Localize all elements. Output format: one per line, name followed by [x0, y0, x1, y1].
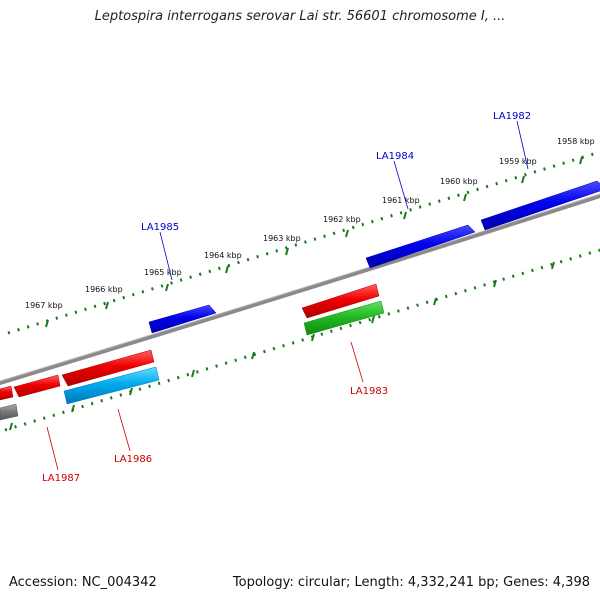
gene-label-la1986[interactable]: LA1986: [114, 454, 152, 465]
gene-la1985[interactable]: [148, 304, 217, 334]
map-title: Leptospira interrogans serovar Lai str. …: [94, 9, 506, 24]
gene-label-la1982[interactable]: LA1982: [493, 111, 531, 122]
gray-feature-left[interactable]: [0, 403, 19, 421]
kbp-label: 1964 kbp: [204, 251, 242, 260]
gene-la1983[interactable]: [301, 283, 380, 319]
kbp-labels: 1958 kbp 1959 kbp 1960 kbp 1961 kbp 1962…: [25, 137, 595, 310]
cds-feature-cyan[interactable]: [63, 366, 160, 405]
inner-tick-ring: [4, 248, 600, 432]
reverse-strand-genes: [0, 283, 380, 401]
other-features: [0, 300, 385, 421]
outer-tick-ring: [7, 150, 600, 335]
forward-strand-genes: [148, 180, 600, 334]
gene-la1982[interactable]: [480, 180, 600, 231]
gene-la1984[interactable]: [365, 224, 476, 269]
gene-label-la1983[interactable]: LA1983: [350, 386, 388, 397]
chromosome-backbone-highlight: [0, 193, 600, 382]
kbp-label: 1961 kbp: [382, 196, 420, 205]
gene-partial-left[interactable]: [0, 385, 14, 401]
chromosome-backbone: [0, 194, 600, 385]
topology-summary: Topology: circular; Length: 4,332,241 bp…: [232, 575, 590, 590]
kbp-label: 1959 kbp: [499, 157, 537, 166]
label-leaders: [46, 120, 529, 471]
kbp-label: 1963 kbp: [263, 234, 301, 243]
gene-la1986[interactable]: [61, 349, 155, 387]
gene-labels: LA1982 LA1984 LA1985 LA1983 LA1986 LA198…: [42, 111, 531, 484]
rna-gene-feature[interactable]: [303, 300, 385, 336]
gene-label-la1987[interactable]: LA1987: [42, 473, 80, 484]
kbp-label: 1958 kbp: [557, 137, 595, 146]
gene-la1987[interactable]: [13, 374, 61, 398]
gene-label-la1984[interactable]: LA1984: [376, 151, 414, 162]
kbp-label: 1960 kbp: [440, 177, 478, 186]
kbp-label: 1967 kbp: [25, 301, 63, 310]
kbp-label: 1962 kbp: [323, 215, 361, 224]
kbp-label: 1966 kbp: [85, 285, 123, 294]
gene-label-la1985[interactable]: LA1985: [141, 222, 179, 233]
kbp-label: 1965 kbp: [144, 268, 182, 277]
accession-label: Accession: NC_004342: [9, 575, 157, 590]
